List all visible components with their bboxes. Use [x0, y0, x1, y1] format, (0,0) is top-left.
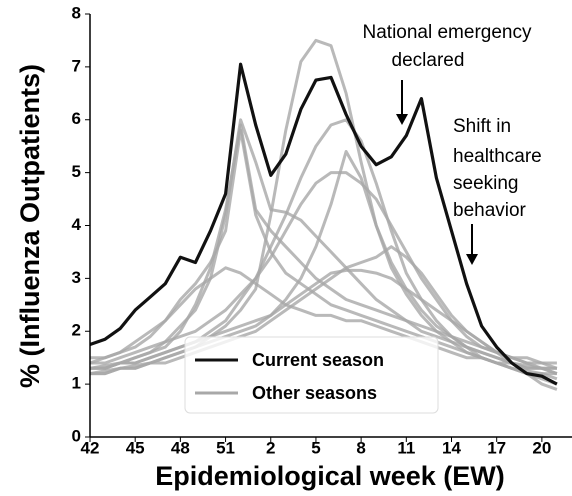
- legend-label: Current season: [252, 350, 384, 370]
- y-tick-label: 4: [72, 215, 82, 234]
- x-tick-label: 11: [397, 438, 415, 457]
- x-tick-label: 14: [442, 438, 461, 457]
- x-tick-label: 5: [311, 438, 320, 457]
- annotation-text: behavior: [453, 200, 527, 221]
- annotation-arrowhead: [396, 114, 408, 125]
- y-tick-label: 5: [72, 162, 81, 181]
- legend-label: Other seasons: [252, 383, 377, 403]
- series-line: [89, 62, 558, 386]
- y-tick-label: 1: [72, 374, 81, 393]
- annotation-text: National emergency: [363, 22, 532, 43]
- legend: Current season Other seasons: [184, 336, 439, 414]
- series-line: [90, 128, 558, 386]
- legend-box: [184, 336, 439, 414]
- annotation-arrowhead: [466, 254, 478, 265]
- annotation-text: seeking: [453, 173, 519, 194]
- x-tick-label: 42: [81, 438, 100, 457]
- annotation-text: Shift in: [453, 116, 511, 137]
- y-tick-label: 8: [72, 3, 81, 22]
- x-tick-label: 8: [356, 438, 365, 457]
- plot-area: [89, 38, 558, 391]
- x-tick-label: 51: [216, 438, 235, 457]
- y-tick-label: 0: [72, 426, 81, 445]
- y-axis-title: % (Influenza Outpatients): [15, 64, 45, 388]
- x-axis-title: Epidemiological week (EW): [155, 461, 505, 491]
- y-tick-label: 7: [72, 56, 81, 75]
- x-tick-label: 20: [532, 438, 551, 457]
- series-line: [90, 268, 558, 391]
- y-tick-label: 2: [72, 321, 81, 340]
- y-tick-label: 6: [72, 109, 81, 128]
- annotation-text: healthcare: [453, 146, 542, 167]
- x-tick-label: 45: [126, 438, 145, 457]
- x-tick-label: 48: [171, 438, 190, 457]
- x-tick-label: 17: [487, 438, 506, 457]
- x-tick-label: 2: [266, 438, 275, 457]
- y-tick-label: 3: [72, 268, 81, 287]
- annotation-text: declared: [392, 50, 465, 71]
